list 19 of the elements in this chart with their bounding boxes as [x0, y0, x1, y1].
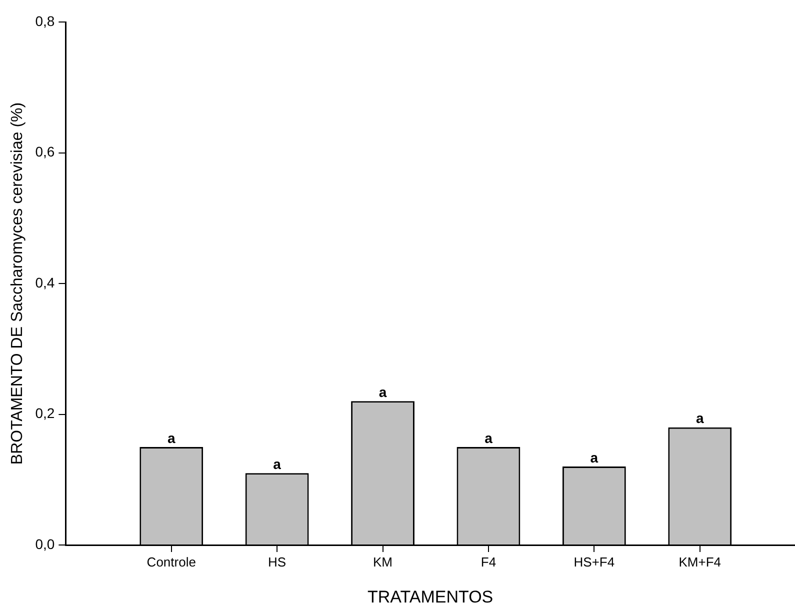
annotation: a: [378, 384, 387, 400]
y-tick-label: 0,6: [35, 144, 55, 160]
annotation: a: [696, 410, 704, 426]
y-tick-label: 0,8: [35, 12, 55, 29]
x-tick-label: HS: [268, 554, 286, 570]
annotation: a: [167, 430, 176, 446]
x-tick-label: KM+F4: [678, 554, 721, 570]
x-tick-label: F4: [480, 554, 496, 570]
annotation: a: [484, 430, 493, 446]
y-tick-label: 0,0: [35, 536, 55, 552]
x-tick-label: KM: [373, 554, 393, 570]
x-tick-label: Controle: [146, 554, 196, 570]
y-tick-label: 0,2: [35, 405, 55, 422]
x-tick-label: HS+F4: [574, 554, 615, 570]
annotation: a: [590, 449, 598, 466]
x-axis-title: TRATAMENTOS: [368, 587, 494, 606]
annotation: a: [273, 456, 282, 472]
y-tick-label: 0,4: [35, 274, 55, 290]
y-axis-title: BROTAMENTO DE Saccharomyces cerevisiae (%): [9, 102, 26, 465]
